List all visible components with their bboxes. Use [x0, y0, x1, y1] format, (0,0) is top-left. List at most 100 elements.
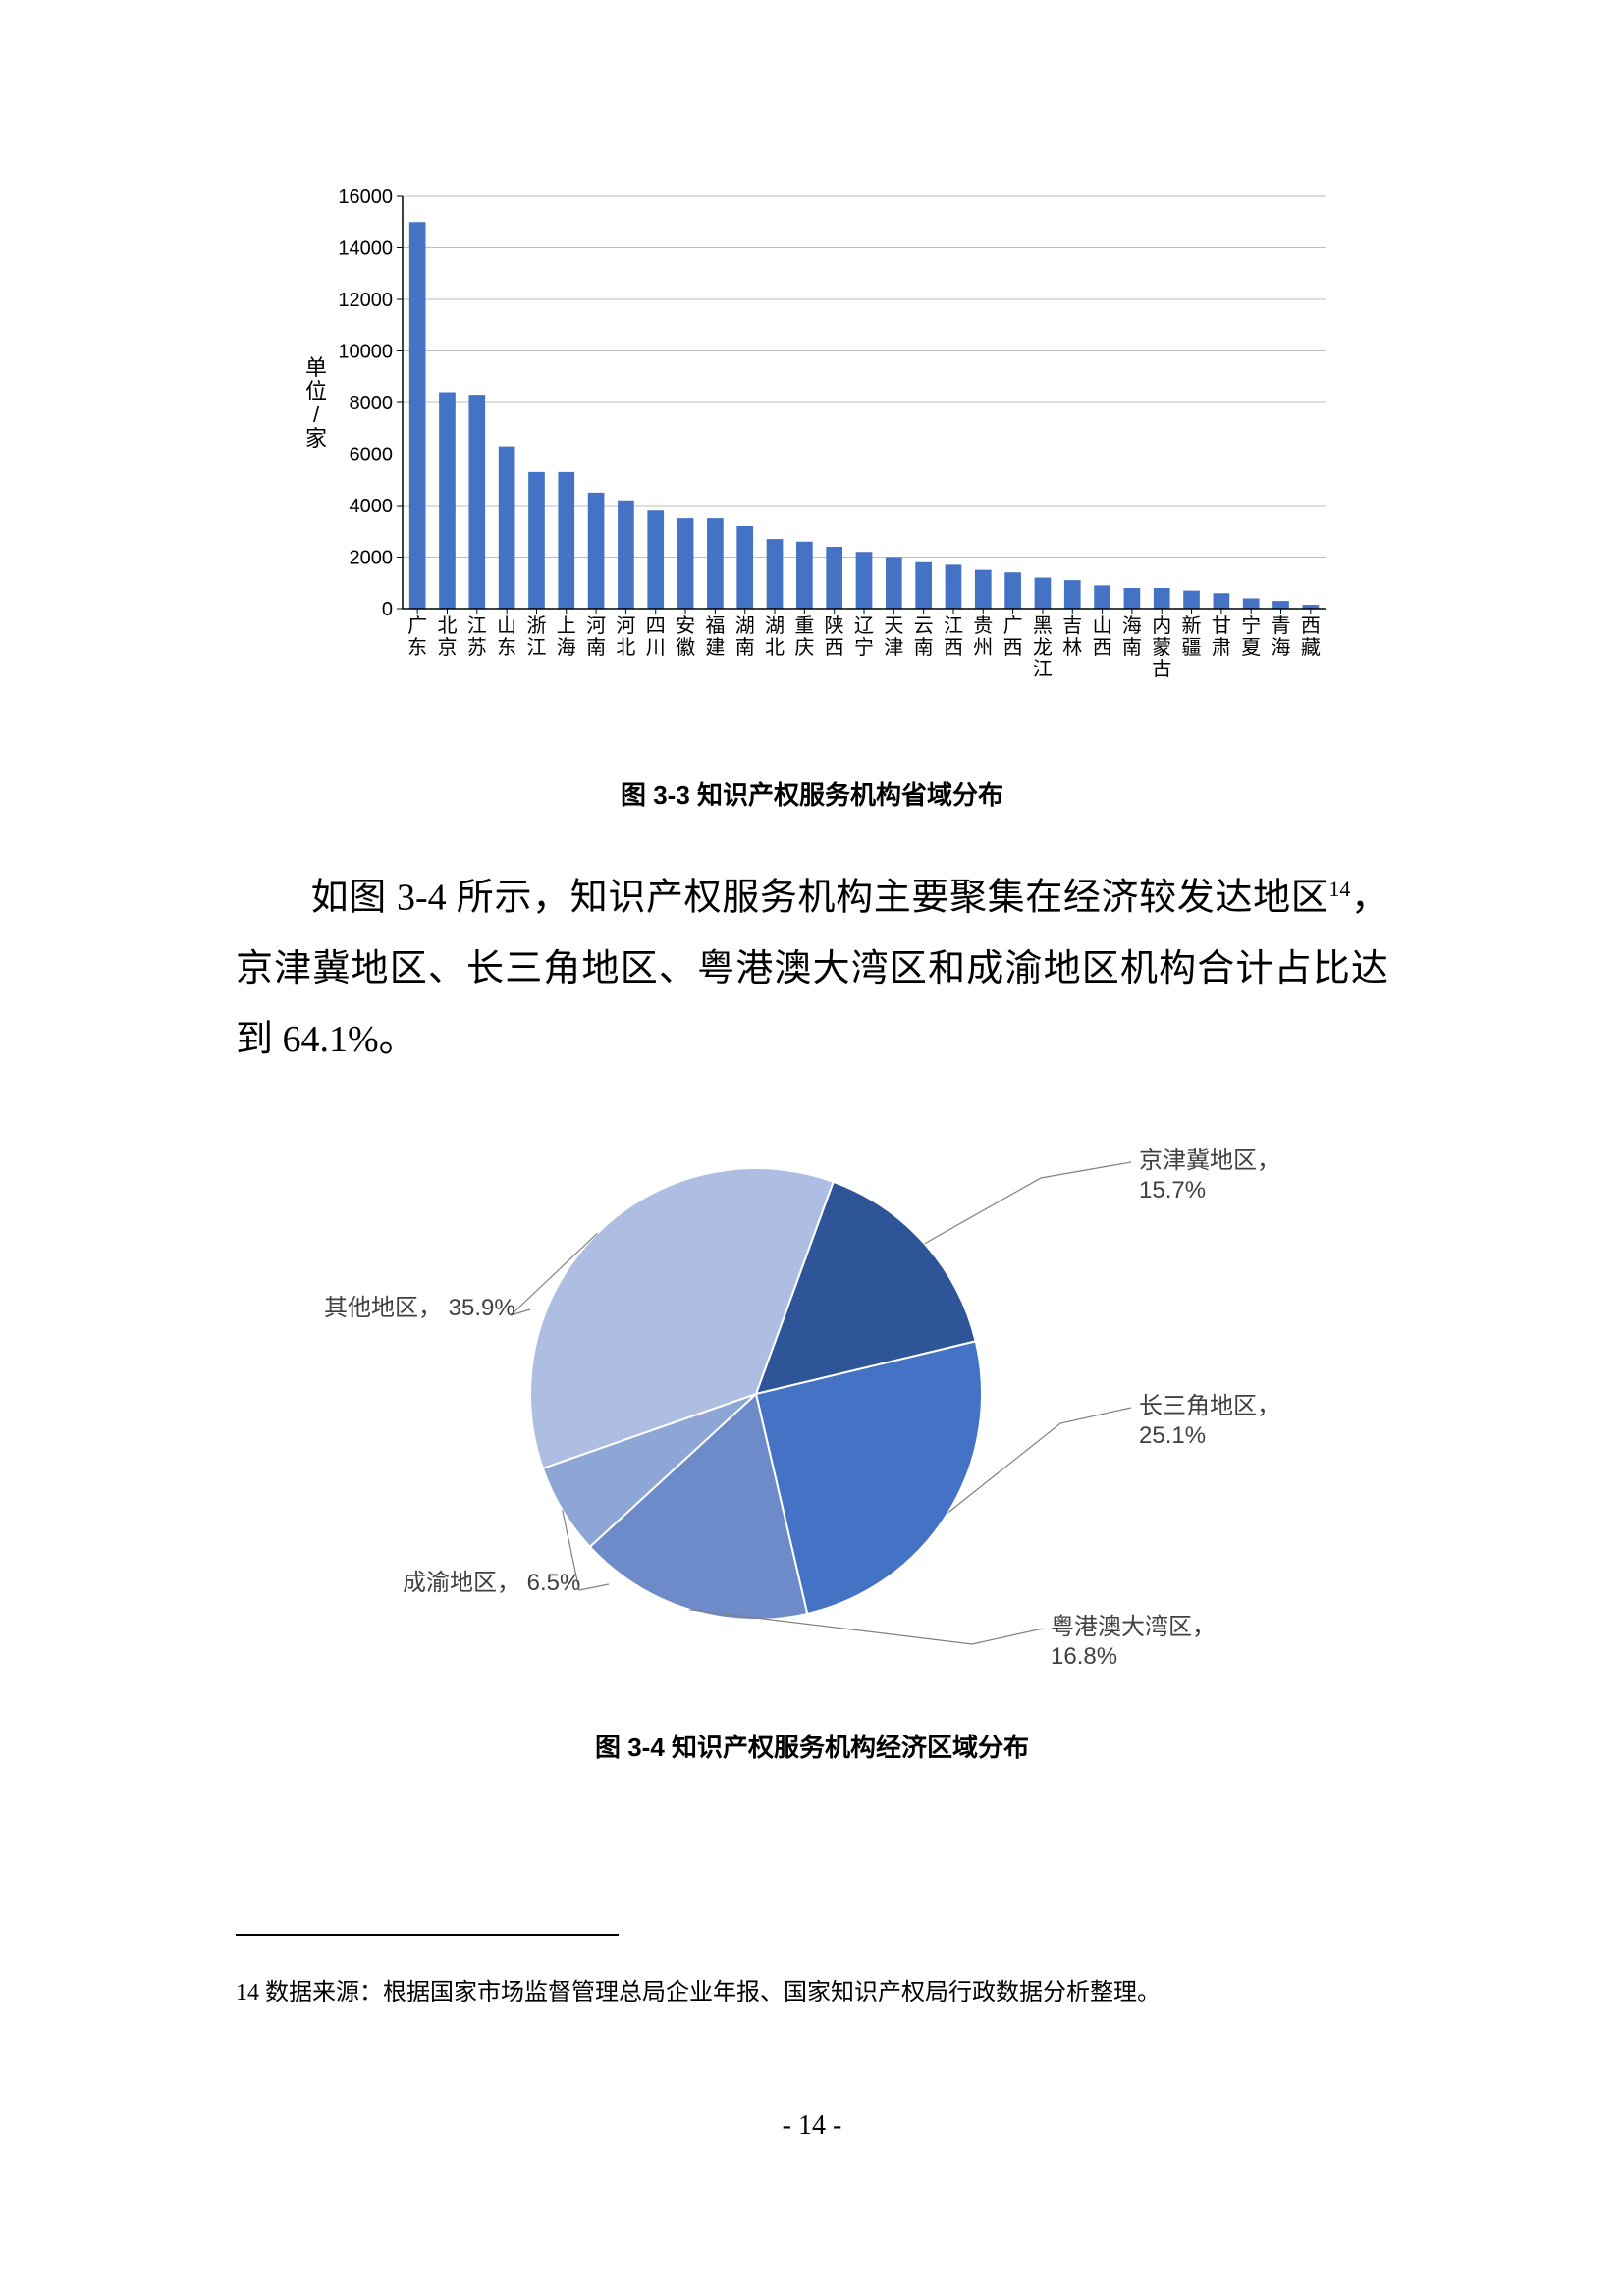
svg-text:上: 上: [557, 614, 576, 637]
svg-text:辽: 辽: [854, 614, 874, 637]
svg-text:南: 南: [914, 636, 934, 659]
svg-text:云: 云: [914, 615, 934, 637]
svg-text:单: 单: [305, 355, 327, 380]
svg-text:苏: 苏: [467, 636, 487, 659]
svg-text:河: 河: [616, 614, 635, 637]
svg-text:湖: 湖: [735, 614, 755, 637]
svg-text:西: 西: [944, 637, 963, 659]
svg-text:建: 建: [705, 636, 725, 659]
svg-text:家: 家: [305, 426, 327, 451]
svg-text:疆: 疆: [1182, 637, 1202, 659]
svg-text:内: 内: [1152, 614, 1171, 637]
svg-text:粤港澳大湾区，: 粤港澳大湾区，: [1051, 1614, 1216, 1640]
svg-text:2000: 2000: [350, 548, 394, 569]
footnote: 14 数据来源：根据国家市场监督管理总局企业年报、国家知识产权局行政数据分析整理…: [236, 1973, 1388, 2012]
svg-text:0: 0: [382, 599, 393, 620]
svg-text:肃: 肃: [1212, 636, 1231, 659]
footnote-ref: 14: [1328, 877, 1350, 901]
svg-text:蒙: 蒙: [1152, 636, 1171, 659]
svg-text:黑: 黑: [1033, 615, 1053, 637]
svg-text:北: 北: [437, 614, 457, 637]
svg-text:海: 海: [557, 636, 576, 659]
svg-text:16000: 16000: [338, 187, 393, 208]
svg-text:南: 南: [586, 636, 606, 659]
svg-text:西: 西: [1301, 615, 1321, 637]
svg-text:山: 山: [497, 614, 516, 637]
svg-text:15.7%: 15.7%: [1139, 1177, 1206, 1203]
svg-text:贵: 贵: [973, 614, 993, 637]
svg-text:成渝地区， 6.5%: 成渝地区， 6.5%: [403, 1570, 580, 1596]
svg-text:江: 江: [467, 614, 487, 637]
pie-chart-svg: 京津冀地区， 15.7% 长三角地区， 25.1% 粤港澳大湾区， 16.8% 成渝地区， …: [295, 1099, 1335, 1708]
svg-text:16.8%: 16.8%: [1051, 1643, 1117, 1670]
body-paragraph: 如图 3-4 所示，知识产权服务机构主要聚集在经济较发达地区14，京津冀地区、长…: [236, 854, 1388, 1075]
svg-text:天: 天: [884, 615, 903, 637]
paragraph-text-1: 如图 3-4 所示，知识产权服务机构主要聚集在经济较发达地区: [310, 878, 1328, 919]
svg-text:东: 东: [407, 636, 427, 659]
svg-text:西: 西: [1093, 637, 1112, 659]
svg-text:广: 广: [407, 614, 427, 637]
svg-text:安: 安: [676, 614, 695, 637]
footnote-text: 数据来源：根据国家市场监督管理总局企业年报、国家知识产权局行政数据分析整理。: [259, 1980, 1161, 2005]
svg-text:林: 林: [1062, 636, 1082, 659]
svg-text:京: 京: [437, 636, 457, 659]
svg-text:其他地区， 35.9%: 其他地区， 35.9%: [324, 1295, 515, 1321]
svg-text:州: 州: [973, 637, 993, 659]
svg-text:龙: 龙: [1033, 636, 1053, 659]
bar-chart-svg: 0200040006000800010000120001400016000广东北…: [295, 187, 1335, 736]
svg-text:北: 北: [616, 636, 635, 659]
svg-text:14000: 14000: [338, 239, 393, 260]
svg-text:江: 江: [1033, 658, 1053, 680]
svg-text:津: 津: [884, 636, 903, 659]
page-number: - 14 -: [0, 2110, 1624, 2142]
svg-text:南: 南: [1122, 636, 1142, 659]
svg-text:甘: 甘: [1212, 614, 1231, 637]
svg-text:藏: 藏: [1301, 636, 1321, 659]
svg-text:京津冀地区，: 京津冀地区，: [1139, 1148, 1280, 1174]
svg-text:25.1%: 25.1%: [1139, 1422, 1206, 1449]
svg-text:浙: 浙: [526, 614, 546, 637]
svg-text:海: 海: [1122, 614, 1142, 637]
svg-text:河: 河: [586, 614, 606, 637]
svg-text:8000: 8000: [350, 393, 394, 414]
svg-text:古: 古: [1152, 658, 1171, 680]
svg-text:广: 广: [1003, 614, 1023, 637]
svg-text:长三角地区，: 长三角地区，: [1139, 1393, 1280, 1419]
svg-text:四: 四: [646, 615, 666, 637]
svg-text:西: 西: [1003, 637, 1023, 659]
svg-text:山: 山: [1093, 614, 1112, 637]
bar-chart: 0200040006000800010000120001400016000广东北…: [295, 187, 1335, 736]
svg-text:西: 西: [825, 637, 844, 659]
svg-text:位: 位: [305, 379, 327, 403]
svg-text:12000: 12000: [338, 290, 393, 311]
bar-chart-caption: 图 3-3 知识产权服务机构省域分布: [0, 775, 1624, 812]
svg-text:福: 福: [705, 614, 725, 637]
svg-text:宁: 宁: [854, 636, 874, 659]
svg-text:北: 北: [765, 636, 785, 659]
pie-chart-caption: 图 3-4 知识产权服务机构经济区域分布: [0, 1728, 1624, 1764]
svg-text:宁: 宁: [1241, 614, 1261, 637]
svg-text:徽: 徽: [676, 636, 695, 659]
svg-text:江: 江: [944, 614, 963, 637]
svg-text:东: 东: [497, 636, 516, 659]
svg-text:10000: 10000: [338, 342, 393, 363]
svg-text:川: 川: [646, 637, 666, 659]
svg-text:江: 江: [526, 636, 546, 659]
svg-text:海: 海: [1272, 636, 1291, 659]
page: 0200040006000800010000120001400016000广东北…: [0, 0, 1624, 2296]
footnote-rule: [236, 1934, 619, 1936]
footnote-marker: 14: [236, 1980, 259, 2005]
svg-text:青: 青: [1272, 614, 1291, 637]
svg-text:湖: 湖: [765, 614, 785, 637]
svg-text:/: /: [313, 402, 320, 427]
svg-text:陕: 陕: [825, 614, 844, 637]
pie-chart: 京津冀地区， 15.7% 长三角地区， 25.1% 粤港澳大湾区， 16.8% 成渝地区， …: [295, 1099, 1335, 1708]
svg-text:重: 重: [794, 614, 814, 637]
svg-text:庆: 庆: [794, 636, 814, 659]
svg-text:吉: 吉: [1062, 614, 1082, 637]
svg-text:6000: 6000: [350, 445, 394, 466]
svg-text:4000: 4000: [350, 496, 394, 517]
svg-text:夏: 夏: [1241, 637, 1261, 659]
svg-text:南: 南: [735, 636, 755, 659]
svg-text:新: 新: [1182, 614, 1202, 637]
